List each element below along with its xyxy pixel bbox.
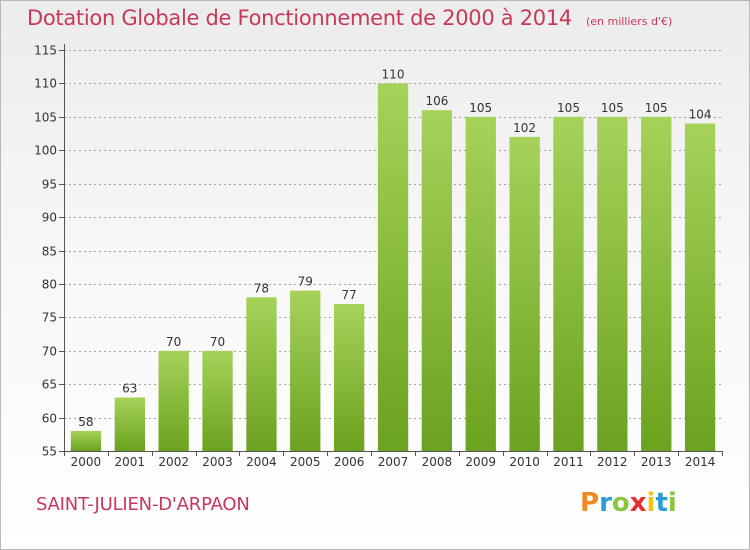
bar — [684, 123, 716, 451]
x-tick-label: 2008 — [422, 455, 453, 469]
bar — [290, 290, 321, 451]
x-tick-label: 2009 — [465, 455, 496, 469]
data-label: 77 — [341, 288, 356, 302]
logo-letter: i — [667, 488, 677, 518]
y-tick-label: 110 — [34, 77, 57, 91]
x-tick-label: 2013 — [641, 455, 672, 469]
bar — [114, 397, 145, 451]
logo-letter: r — [599, 488, 612, 518]
x-tick-label: 2004 — [246, 455, 277, 469]
commune-name: SAINT-JULIEN-D'ARPAON — [36, 494, 250, 515]
proxiti-logo: Proxiti — [580, 488, 677, 518]
chart-title: Dotation Globale de Fonctionnement de 20… — [27, 6, 672, 30]
y-tick-label: 65 — [42, 378, 57, 392]
bar — [202, 350, 233, 452]
bar — [421, 110, 452, 451]
y-tick-label: 95 — [42, 178, 57, 192]
logo-letter: o — [611, 488, 630, 518]
bar — [553, 116, 584, 452]
bar — [465, 116, 496, 452]
data-label: 79 — [298, 275, 313, 289]
data-label: 110 — [382, 67, 405, 81]
bar — [246, 297, 277, 451]
data-label: 105 — [469, 101, 492, 115]
data-label: 102 — [513, 121, 536, 135]
logo-letter: i — [646, 488, 656, 518]
x-tick-label: 2003 — [202, 455, 233, 469]
y-tick-label: 100 — [34, 144, 57, 158]
bar — [70, 430, 102, 451]
x-tick-label: 2005 — [290, 455, 321, 469]
y-tick-label: 70 — [42, 345, 57, 359]
data-label: 70 — [166, 335, 181, 349]
logo-letter: t — [655, 488, 668, 518]
x-tick-label: 2006 — [334, 455, 365, 469]
bar — [334, 304, 365, 451]
data-label: 58 — [78, 415, 93, 429]
y-tick-label: 60 — [42, 412, 57, 426]
data-label: 70 — [210, 335, 225, 349]
logo-letter: P — [580, 488, 600, 518]
x-tick-label: 2011 — [553, 455, 584, 469]
data-label: 78 — [254, 281, 269, 295]
logo-letter: x — [629, 488, 647, 518]
bar — [641, 116, 672, 452]
x-tick-label: 2002 — [158, 455, 189, 469]
data-label: 105 — [557, 101, 580, 115]
x-tick-label: 2010 — [509, 455, 540, 469]
y-tick-label: 55 — [42, 445, 57, 459]
data-label: 105 — [645, 101, 668, 115]
bar — [509, 136, 540, 451]
bar — [377, 83, 409, 452]
y-tick-label: 90 — [42, 211, 57, 225]
y-tick-label: 80 — [42, 278, 57, 292]
bar — [158, 350, 189, 452]
bar — [597, 116, 628, 452]
data-label: 104 — [689, 108, 712, 122]
x-tick-label: 2001 — [115, 455, 146, 469]
data-label: 106 — [425, 94, 448, 108]
title-text: Dotation Globale de Fonctionnement de 20… — [27, 6, 572, 30]
x-tick-label: 2007 — [378, 455, 409, 469]
y-tick-label: 105 — [34, 111, 57, 125]
y-tick-label: 75 — [42, 311, 57, 325]
y-tick-label: 85 — [42, 245, 57, 259]
y-tick-label: 115 — [34, 44, 57, 58]
x-tick-label: 2014 — [685, 455, 716, 469]
unit-note: (en milliers d'€) — [585, 15, 673, 28]
data-label: 63 — [122, 382, 137, 396]
x-tick-label: 2012 — [597, 455, 628, 469]
data-label: 105 — [601, 101, 624, 115]
x-tick-label: 2000 — [71, 455, 102, 469]
